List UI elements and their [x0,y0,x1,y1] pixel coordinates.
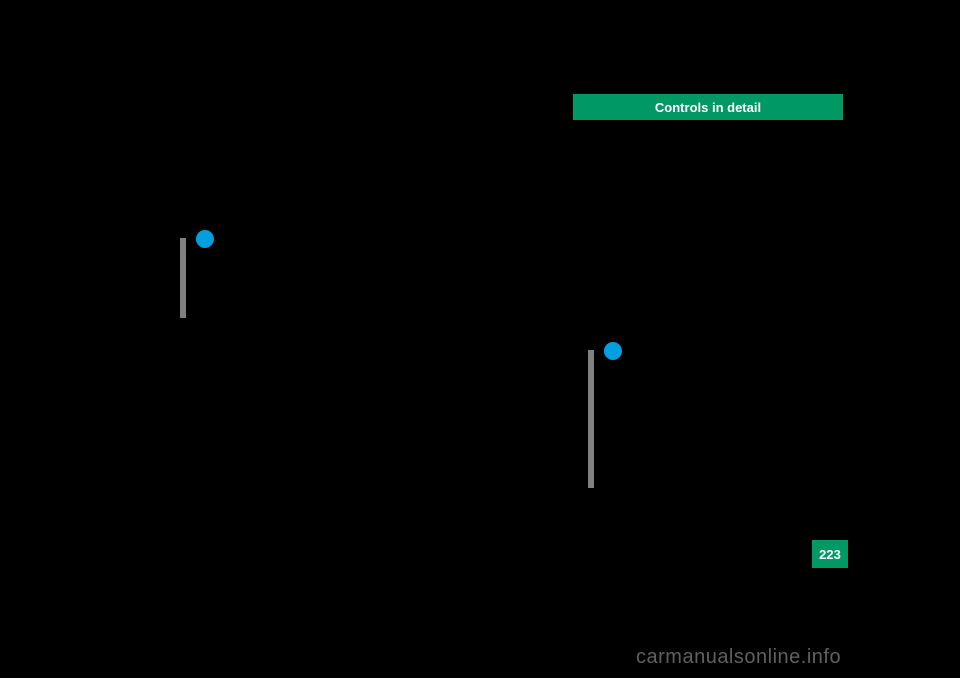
header-bar: Controls in detail [573,94,843,120]
page-number-value: 223 [819,547,841,562]
info-icon-2 [604,342,622,360]
watermark-text: carmanualsonline.info [636,646,841,668]
page-number: 223 [812,540,848,568]
info-bar-2 [588,350,594,488]
info-bar-1 [180,238,186,318]
watermark: carmanualsonline.info [636,646,841,669]
page-container: Controls in detail 223 carmanualsonline.… [0,0,960,678]
header-title: Controls in detail [655,100,761,115]
info-icon-1 [196,230,214,248]
